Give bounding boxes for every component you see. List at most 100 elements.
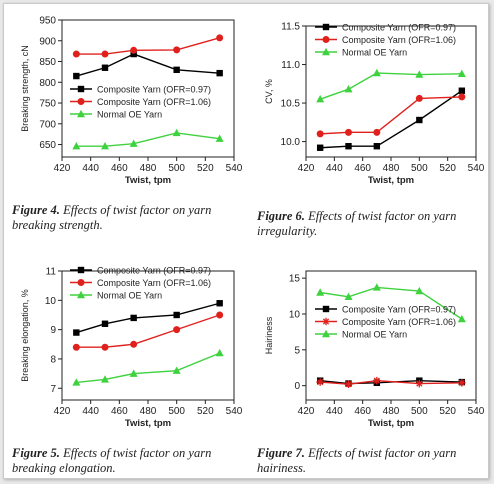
legend-entry: Normal OE Yarn — [342, 330, 407, 340]
caption-figure-5: Figure 5. Effects of twist factor on yar… — [12, 446, 247, 476]
data-point — [101, 320, 109, 327]
data-point — [101, 64, 109, 71]
y-tick-label: 10 — [45, 296, 57, 307]
x-tick-label: 500 — [411, 163, 428, 174]
legend: Composite Yarn (OFR=0.97) Composite Yarn … — [315, 23, 456, 58]
legend-entry: Composite Yarn (OFR=0.97) — [97, 85, 211, 95]
legend-swatch-marker — [322, 23, 330, 31]
x-tick-label: 480 — [140, 406, 157, 417]
y-tick-label: 10 — [289, 310, 301, 321]
y-tick-label: 8 — [50, 354, 56, 365]
x-axis: 420 440 460 480 500 520 540 Twist, tpm — [298, 157, 485, 186]
series-group — [316, 283, 466, 389]
legend-swatch-marker — [77, 109, 85, 118]
data-point — [345, 128, 352, 136]
caption-label: Figure 7. — [257, 446, 305, 460]
data-point — [372, 68, 381, 77]
y-axis: 7 8 9 10 11 Breaking elongation, % — [20, 267, 62, 395]
data-point — [101, 50, 109, 58]
y-tick-label: 900 — [39, 36, 56, 47]
legend-entry: Composite Yarn (OFR=0.97) — [342, 23, 456, 33]
caption-label: Figure 5. — [12, 446, 60, 460]
x-axis-label: Twist, tpm — [368, 418, 414, 429]
y-tick-label: 11.5 — [281, 22, 300, 33]
series-group — [72, 300, 224, 386]
x-tick-label: 420 — [54, 406, 71, 417]
caption-text: Effects of twist factor on yarn irregula… — [257, 209, 457, 238]
x-tick-label: 520 — [197, 406, 214, 417]
data-point — [72, 343, 80, 351]
legend: Composite Yarn (OFR=0.97) Composite Yarn … — [70, 85, 211, 120]
x-tick-label: 520 — [439, 163, 456, 174]
x-tick-label: 500 — [168, 163, 185, 174]
caption-figure-7: Figure 7. Effects of twist factor on yar… — [257, 446, 492, 476]
data-point — [458, 93, 466, 101]
y-axis: 650 700 750 800 850 900 950 Breaking strength, … — [20, 16, 62, 151]
x-tick-label: 460 — [354, 163, 371, 174]
data-point — [72, 142, 81, 150]
caption-label: Figure 4. — [12, 203, 60, 217]
data-point — [344, 380, 353, 389]
data-point — [372, 283, 381, 291]
data-point — [72, 378, 81, 386]
y-axis-label: Hairiness — [264, 316, 274, 354]
caption-text: Effects of twist factor on yarn hairines… — [257, 446, 457, 475]
data-point — [345, 143, 352, 150]
data-point — [415, 286, 424, 295]
data-point — [316, 378, 324, 386]
legend-entry: Composite Yarn (OFR=0.97) — [342, 305, 456, 315]
legend-swatch-marker — [322, 47, 330, 56]
plot-area — [305, 270, 477, 401]
y-tick-label: 15 — [289, 274, 301, 285]
y-tick-label: 750 — [39, 99, 56, 110]
y-axis: 0 5 10 15 Hairiness — [264, 274, 306, 392]
series-group — [316, 68, 466, 151]
legend-entry: Composite Yarn (OFR=1.06) — [97, 278, 211, 288]
x-axis-label: Twist, tpm — [125, 418, 171, 429]
legend-entry: Composite Yarn (OFR=1.06) — [342, 35, 456, 45]
data-point — [344, 84, 353, 93]
data-point — [415, 94, 423, 102]
x-tick-label: 460 — [111, 406, 128, 417]
caption-text: Effects of twist factor on yarn breaking… — [12, 203, 212, 232]
x-axis: 420 440 460 480 500 520 540 Twist, tpm — [54, 400, 243, 429]
data-point — [457, 69, 466, 77]
y-tick-label: 7 — [50, 384, 56, 395]
data-point — [129, 369, 138, 377]
data-point — [316, 144, 324, 151]
legend-swatch-marker — [322, 36, 330, 43]
x-tick-label: 500 — [168, 406, 185, 417]
data-point — [173, 46, 181, 54]
legend-swatch-marker — [322, 305, 330, 313]
series-group — [72, 34, 224, 150]
legend-entry: Normal OE Yarn — [97, 291, 162, 301]
data-point — [416, 116, 423, 124]
data-point — [316, 130, 324, 138]
y-axis-label: Breaking elongation, % — [20, 289, 30, 382]
data-point — [316, 288, 325, 296]
data-point — [373, 143, 381, 150]
data-point — [73, 72, 80, 80]
data-point — [457, 314, 466, 323]
x-tick-label: 440 — [82, 406, 99, 417]
data-point — [216, 311, 224, 319]
y-tick-label: 850 — [39, 57, 56, 68]
data-point — [316, 95, 325, 103]
x-axis: 420 440 460 480 500 520 540 Twist, tpm — [298, 400, 485, 429]
chart-breaking-elongation: 420 440 460 480 500 520 540 Twist, tpm 7 8 9 10 11 Br… — [20, 266, 243, 430]
legend-entry: Normal OE Yarn — [97, 110, 162, 120]
figure-sheet: 420 440 460 480 500 520 540 Twist, tpm 650 700 750… — [3, 3, 489, 479]
data-point — [216, 69, 223, 77]
x-tick-label: 540 — [226, 163, 243, 174]
data-point — [173, 66, 180, 74]
x-tick-label: 460 — [111, 163, 128, 174]
x-axis-label: Twist, tpm — [125, 175, 171, 186]
data-point — [72, 50, 80, 58]
y-tick-label: 0 — [294, 381, 300, 392]
legend-swatch-marker — [77, 98, 85, 105]
x-tick-label: 540 — [226, 406, 243, 417]
data-point — [173, 311, 180, 319]
y-tick-label: 800 — [39, 78, 56, 89]
x-tick-label: 440 — [326, 406, 343, 417]
